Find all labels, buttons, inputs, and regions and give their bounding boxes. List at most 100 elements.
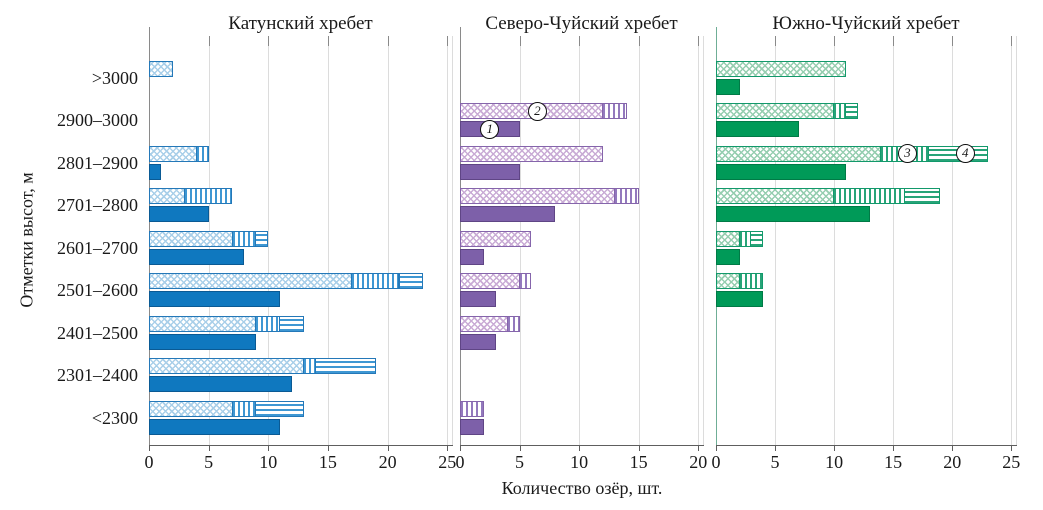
x-tick-label: 15 [884, 452, 903, 472]
bar-segment-crosshatch [716, 145, 882, 162]
x-tick-label: 0 [144, 452, 154, 472]
x-axis-top-tick [519, 36, 521, 46]
bar-segment-vertical-stripes [350, 273, 400, 290]
bar-segment-crosshatch [460, 230, 532, 247]
gridline [775, 36, 777, 445]
bar-segment-vertical-stripes [460, 400, 484, 417]
x-tick-label: 5 [204, 452, 214, 472]
bar-solid [716, 291, 764, 308]
x-axis-tick [460, 445, 461, 451]
bar-segment-horizontal-stripes [255, 230, 269, 247]
bar-segment-crosshatch [716, 230, 740, 247]
series-number-annotation: 1 [480, 119, 500, 139]
bar-segment-vertical-stripes [231, 400, 257, 417]
x-axis-tick [208, 445, 210, 451]
bar-segment-horizontal-stripes [903, 188, 941, 205]
x-axis-top-tick [834, 36, 836, 46]
x-tick-label: 15 [318, 452, 337, 472]
x-tick-label: 25 [1002, 452, 1021, 472]
bar-segment-horizontal-stripes [315, 358, 376, 375]
x-axis-tick [149, 445, 150, 451]
x-axis-tick [698, 445, 700, 451]
bar-segment-crosshatch [149, 60, 173, 77]
x-axis-top-tick [952, 36, 954, 46]
x-tick-label: 10 [570, 452, 589, 472]
gridline [579, 36, 581, 445]
series-number-annotation: 2 [527, 101, 547, 121]
bar-segment-crosshatch [716, 60, 846, 77]
series-number-annotation: 3 [897, 144, 917, 164]
gridline [1011, 36, 1013, 445]
x-tick-label: 10 [825, 452, 844, 472]
bar-solid [460, 291, 496, 308]
bar-solid [149, 418, 281, 435]
x-axis-top-tick [268, 36, 270, 46]
bar-segment-vertical-stripes [601, 103, 627, 120]
gridline [387, 36, 389, 445]
bar-segment-crosshatch [149, 315, 257, 332]
x-axis-tick [638, 445, 640, 451]
x-axis-tick [834, 445, 836, 451]
bar-segment-vertical-stripes [303, 358, 316, 375]
y-tick-label: 2701–2800 [57, 195, 138, 216]
bar-solid [149, 248, 245, 265]
x-tick-label: 10 [259, 452, 278, 472]
x-tick-label: 5 [515, 452, 525, 472]
x-tick-label: 5 [770, 452, 780, 472]
x-axis-tick [327, 445, 329, 451]
bar-segment-horizontal-stripes [255, 400, 305, 417]
x-axis-top-tick [208, 36, 210, 46]
gridline [834, 36, 836, 445]
bar-solid [460, 418, 484, 435]
x-axis-tick [447, 445, 449, 451]
bar-segment-crosshatch [716, 103, 835, 120]
x-axis-tick [952, 445, 954, 451]
x-axis-top-tick [387, 36, 389, 46]
x-tick-label: 0 [711, 452, 721, 472]
x-axis-top-tick [638, 36, 640, 46]
y-tick-label: 2601–2700 [57, 237, 138, 258]
bar-segment-crosshatch [149, 273, 352, 290]
y-tick-label: 2401–2500 [57, 322, 138, 343]
gridline [268, 36, 270, 445]
bar-segment-crosshatch [149, 230, 233, 247]
y-tick-label: 2900–3000 [57, 110, 138, 131]
x-axis-top-tick [1011, 36, 1013, 46]
gridline [698, 36, 700, 445]
bar-solid [460, 206, 556, 223]
bar-segment-vertical-stripes [183, 188, 233, 205]
x-axis-tick [893, 445, 895, 451]
bar-solid [149, 291, 281, 308]
gridline [447, 36, 449, 445]
bar-solid [149, 333, 257, 350]
bar-solid [716, 121, 799, 138]
bar-segment-crosshatch [149, 145, 197, 162]
gridline [327, 36, 329, 445]
bar-segment-vertical-stripes [195, 145, 209, 162]
bar-solid [716, 248, 740, 265]
bar-segment-vertical-stripes [506, 315, 520, 332]
bar-segment-vertical-stripes [231, 230, 257, 247]
bar-solid [716, 78, 740, 95]
x-tick-label: 15 [629, 452, 648, 472]
panel-title: Южно-Чуйский хребет [772, 13, 960, 34]
x-axis-spine [149, 445, 453, 446]
y-tick-label: 2801–2900 [57, 152, 138, 173]
bar-solid [149, 163, 161, 180]
x-axis-top-tick [893, 36, 895, 46]
x-axis-top-tick [698, 36, 700, 46]
bar-solid [460, 163, 520, 180]
bar-segment-crosshatch [460, 315, 508, 332]
gridline [952, 36, 954, 445]
x-axis-tick [716, 445, 717, 451]
bar-segment-crosshatch [149, 188, 185, 205]
x-axis-spine [460, 445, 704, 446]
bar-segment-crosshatch [149, 400, 233, 417]
x-axis-title: Количество озёр, шт. [501, 478, 663, 498]
x-axis-tick [579, 445, 581, 451]
x-tick-label: 25 [438, 452, 457, 472]
bar-solid [149, 376, 293, 393]
bar-solid [716, 163, 846, 180]
x-axis-top-tick [579, 36, 581, 46]
